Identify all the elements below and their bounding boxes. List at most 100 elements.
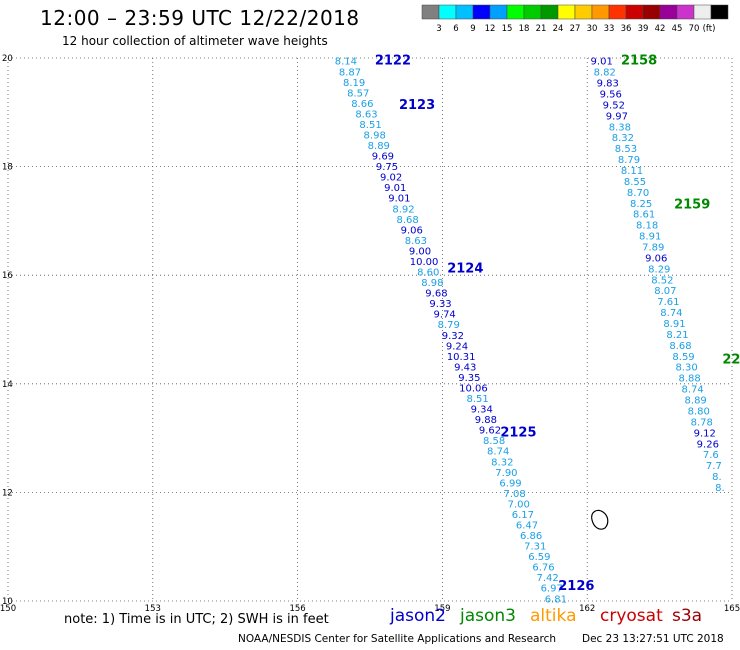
colorbar-label: 39: [638, 24, 649, 34]
colorbar-swatch: [472, 4, 491, 20]
pass-number-label: 2125: [500, 426, 536, 441]
legend-jason3: jason3: [460, 606, 516, 626]
swh-data-point: 9.74: [434, 310, 456, 321]
swh-data-point: 7.7: [706, 461, 722, 472]
pass-labels: 2122 2123 2124 2125 2126 2158 2159 22: [375, 54, 740, 594]
colorbar-label: 30: [587, 24, 598, 34]
x-tick-label: 165: [724, 604, 740, 614]
swh-data-point: 8.74: [660, 308, 682, 319]
swh-data-point: 8.14: [335, 57, 357, 68]
colorbar-label: (ft): [703, 24, 716, 34]
swh-data-point: 9.06: [645, 253, 667, 264]
y-tick-label: 12: [2, 488, 13, 498]
swh-data-point: 8.19: [343, 78, 365, 89]
swh-data-point: 8.91: [663, 319, 685, 330]
swh-data-point: 8.68: [669, 341, 691, 352]
swh-data-point: 8.55: [624, 177, 646, 188]
colorbar-swatch: [438, 4, 457, 20]
swh-data-point: 8.63: [405, 236, 427, 247]
swh-data-point: 8.80: [688, 406, 710, 417]
swh-data-point: 9.69: [372, 152, 394, 163]
swh-data-point: 9.24: [446, 341, 468, 352]
swh-data-point: 8.70: [627, 188, 649, 199]
pass-number-label: 2126: [558, 579, 594, 594]
swh-data-point: 8.61: [633, 210, 655, 221]
swh-data-point: 9.34: [471, 405, 493, 416]
swh-data-point: 10.06: [459, 383, 488, 394]
colorbar-swatch: [557, 4, 576, 20]
swh-data-point: 8.91: [639, 232, 661, 243]
credit-text: NOAA/NESDIS Center for Satellite Applica…: [238, 633, 556, 645]
swh-data-point: 7.90: [495, 468, 517, 479]
swh-data-point: 8.29: [648, 264, 670, 275]
swh-data-point: 7.89: [642, 243, 664, 254]
swh-data-point: 8.68: [396, 215, 418, 226]
swh-data-point: 8.25: [630, 199, 652, 210]
colorbar-swatch: [710, 4, 729, 20]
swh-data-point: 9.06: [401, 225, 423, 236]
colorbar-label: 18: [519, 24, 530, 34]
swh-data-point: 8.63: [355, 109, 377, 120]
swh-data-point: 9.12: [694, 428, 716, 439]
swh-data-point: 9.68: [425, 289, 447, 300]
colorbar-swatch: [642, 4, 661, 20]
axis-ticks: 150 153 156 159 162 165 10 12 14 16 18 20: [0, 54, 740, 614]
colorbar-label: 6: [453, 24, 458, 34]
swh-data-point: 8.51: [359, 120, 381, 131]
colorbar: 3 6 9 12 15 18 21 24 27 30 33 36 39 42 45 70 (ft): [421, 4, 729, 34]
colorbar-swatch: [693, 4, 712, 20]
x-tick-label: 159: [434, 604, 450, 614]
footer-note: note: 1) Time is in UTC; 2) SWH is in fe…: [64, 612, 329, 627]
swh-data-point: 8.74: [487, 447, 509, 458]
swh-data-point: 9.26: [697, 439, 719, 450]
colorbar-swatch: [676, 4, 695, 20]
swh-data-point: 7.00: [508, 499, 530, 510]
y-tick-label: 20: [2, 54, 13, 64]
swh-data-point: 6.97: [541, 584, 563, 595]
legend-cryosat: cryosat: [600, 606, 663, 626]
swh-data-point: 8.07: [654, 286, 676, 297]
swh-data-point: 6.76: [532, 563, 554, 574]
swh-data-point: 8.79: [438, 320, 460, 331]
swh-data-point: 8.59: [672, 352, 694, 363]
y-tick-label: 16: [2, 271, 13, 281]
swh-data-point: 6.81: [545, 594, 567, 605]
swh-data-point: 8.88: [678, 374, 700, 385]
swh-data-point: 9.33: [429, 299, 451, 310]
pass-number-label: 2124: [447, 262, 483, 277]
swh-data-point: 7.6: [703, 450, 719, 461]
grid: [7, 57, 733, 602]
legend-altika: altika: [530, 606, 577, 626]
swh-data-point: 9.52: [603, 100, 625, 111]
swh-data-point: 8.98: [421, 278, 443, 289]
swh-data-point: 8.89: [368, 141, 390, 152]
timestamp-text: Dec 23 13:27:51 UTC 2018: [582, 633, 724, 645]
colorbar-swatch: [489, 4, 508, 20]
swh-data-point: 8.79: [618, 155, 640, 166]
colorbar-swatch: [608, 4, 627, 20]
swh-data-point: 10.31: [447, 352, 476, 363]
colorbar-label: 3: [436, 24, 441, 34]
swh-data-point: 8.52: [651, 275, 673, 286]
swh-data-point: 9.32: [442, 331, 464, 342]
swh-data-point: 9.88: [475, 415, 497, 426]
colorbar-swatch: [506, 4, 525, 20]
swh-data-point: 9.75: [376, 162, 398, 173]
colorbar-label: 45: [672, 24, 683, 34]
colorbar-label: 12: [485, 24, 496, 34]
x-tick-label: 153: [145, 604, 161, 614]
swh-data-point: 7.61: [657, 297, 679, 308]
swh-data-point: 6.99: [499, 478, 521, 489]
swh-data-point: 8.92: [392, 204, 414, 215]
colorbar-label: 27: [570, 24, 581, 34]
legend-s3a: s3a: [672, 606, 703, 626]
pass-number-label: 22: [722, 352, 740, 367]
colorbar-swatch: [625, 4, 644, 20]
swh-data-point: 6.47: [516, 521, 538, 532]
colorbar-label: 24: [553, 24, 564, 34]
swh-data-point: 8.32: [612, 133, 634, 144]
colorbar-label: 33: [604, 24, 615, 34]
swh-data-point: 7.42: [536, 573, 558, 584]
swh-data-point: 6.17: [512, 510, 534, 521]
